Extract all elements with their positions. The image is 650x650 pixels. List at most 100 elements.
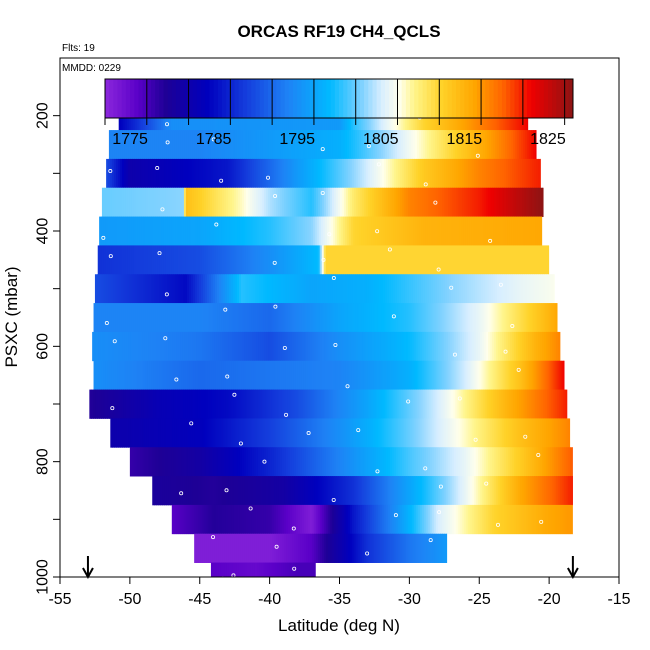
heat-cell <box>504 331 507 362</box>
heat-cell <box>256 476 259 506</box>
heat-cell <box>422 158 425 189</box>
heat-cell <box>273 303 277 333</box>
colorbar-swatch <box>430 79 436 118</box>
heat-cell <box>341 187 345 217</box>
heat-cell <box>341 389 344 419</box>
heat-cell <box>210 130 214 160</box>
heat-cell <box>408 331 411 362</box>
heat-cell <box>206 130 210 160</box>
heat-cell <box>494 476 497 506</box>
colorbar-swatch <box>514 79 520 118</box>
heat-cell <box>116 158 119 189</box>
heat-cell <box>191 447 195 477</box>
heat-cell <box>331 216 334 246</box>
heat-cell <box>536 418 539 448</box>
heat-cell <box>184 476 187 506</box>
heat-cell <box>447 389 450 419</box>
heat-cell <box>486 331 489 362</box>
heat-cell <box>117 216 120 246</box>
heat-cell <box>182 158 185 189</box>
heat-cell <box>526 418 529 448</box>
heat-cell <box>431 187 435 217</box>
heat-cell <box>97 389 100 419</box>
heat-cell <box>526 158 529 189</box>
heat-cell <box>203 245 207 275</box>
heat-cell <box>187 245 191 275</box>
heat-cell <box>549 389 552 419</box>
heat-cell <box>368 476 371 506</box>
heat-cell <box>222 476 225 506</box>
heat-cell <box>421 187 425 217</box>
heat-cell <box>104 274 108 304</box>
heat-cell <box>435 303 439 333</box>
heat-cell <box>221 389 224 419</box>
colorbar-tick-label: 1825 <box>530 131 566 148</box>
heat-cell <box>205 187 209 217</box>
heat-cell <box>270 476 273 506</box>
heat-cell <box>362 418 365 448</box>
heat-cell <box>239 504 243 535</box>
heat-cell <box>439 389 442 419</box>
heat-cell <box>219 360 223 390</box>
heat-cell <box>321 389 324 419</box>
sample-marker <box>179 491 184 496</box>
heat-cell <box>278 533 281 563</box>
heat-cell <box>331 447 335 477</box>
heat-cell <box>345 447 349 477</box>
heat-cell <box>504 274 508 304</box>
heat-cell <box>264 331 267 362</box>
heat-cell <box>303 447 307 477</box>
heat-cell <box>167 389 170 419</box>
heat-cell <box>338 533 341 563</box>
heat-cell <box>227 504 231 535</box>
colorbar-swatch <box>155 79 160 118</box>
heat-cell <box>561 360 565 390</box>
heat-cell <box>406 158 409 189</box>
heat-cell <box>257 447 261 477</box>
heat-cell <box>256 158 259 189</box>
heat-cell <box>364 130 368 160</box>
heat-cell <box>235 187 239 217</box>
heat-cell <box>421 360 425 390</box>
heat-cell <box>406 331 409 362</box>
heat-cell <box>219 245 223 275</box>
heat-cell <box>145 360 149 390</box>
heat-cell <box>255 303 259 333</box>
heat-cell <box>246 130 250 160</box>
heat-cell <box>199 504 203 535</box>
heat-cell <box>436 158 439 189</box>
sample-marker <box>272 260 277 265</box>
heat-cell <box>262 418 265 448</box>
heat-cell <box>492 476 495 506</box>
heat-cell <box>336 130 340 160</box>
heat-cell <box>363 187 367 217</box>
heat-cell <box>325 216 328 246</box>
x-tick-label: -15 <box>607 591 630 608</box>
heat-cell <box>152 274 156 304</box>
heat-cell <box>453 447 457 477</box>
heat-cell <box>316 331 319 362</box>
heat-cell <box>155 360 159 390</box>
heat-cell <box>285 504 289 535</box>
heat-cell <box>534 158 537 189</box>
heat-cell <box>539 447 543 477</box>
heat-cell <box>146 130 150 160</box>
heat-cell <box>470 418 473 448</box>
heat-cell <box>339 447 343 477</box>
heat-cell <box>382 418 385 448</box>
heat-cell <box>247 360 251 390</box>
heat-cell <box>242 331 245 362</box>
heat-cell <box>527 303 531 333</box>
heat-cell <box>537 187 541 217</box>
heat-cell <box>282 274 286 304</box>
colorbar-swatch <box>301 79 307 118</box>
heat-cell <box>407 303 411 333</box>
heat-cell <box>342 331 345 362</box>
heat-cell <box>145 216 148 246</box>
heat-cell <box>204 418 207 448</box>
heat-cell <box>388 533 391 563</box>
heat-cell <box>441 389 444 419</box>
heat-cell <box>461 389 464 419</box>
heat-cell <box>496 331 499 362</box>
heat-cell <box>340 476 343 506</box>
